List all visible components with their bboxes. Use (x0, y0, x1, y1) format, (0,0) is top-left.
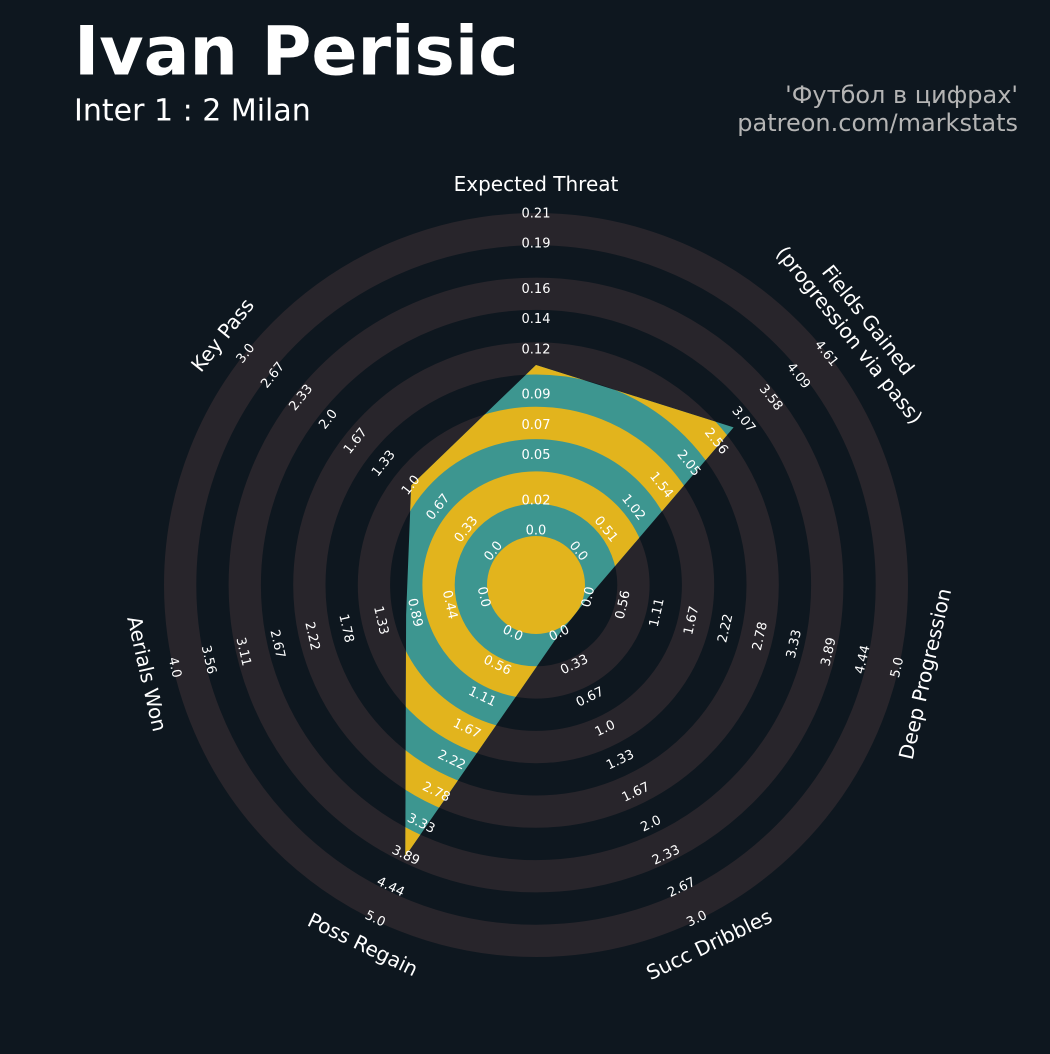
credit: patreon.com/markstats (737, 109, 1018, 137)
tick-label: 0.05 (522, 448, 551, 463)
ring-band (163, 212, 909, 958)
chart-subtitle: Inter 1 : 2 Milan (74, 94, 311, 129)
tick-label: 2.67 (267, 628, 288, 660)
tick-label: 0.07 (522, 418, 551, 433)
tick-label: 0.21 (522, 207, 551, 222)
ring-band (228, 277, 844, 893)
tick-label: 0.12 (522, 342, 551, 357)
tick-label: 0.56 (613, 589, 634, 621)
tick-label: 1.78 (335, 613, 356, 645)
ring-band (293, 342, 779, 828)
tick-label: 0.14 (522, 312, 551, 327)
tick-label: 0.19 (522, 237, 551, 252)
tick-label: 2.22 (715, 613, 736, 645)
param-label: Expected Threat (454, 172, 619, 196)
chart-title: Ivan Perisic (74, 13, 519, 92)
tick-label: 3.11 (233, 636, 254, 668)
tick-label: 5.0 (888, 656, 907, 680)
tick-label: 0.16 (522, 282, 551, 297)
tick-label: 1.33 (370, 605, 391, 637)
tick-label: 3.89 (819, 636, 840, 668)
tick-label: 0.44 (439, 589, 460, 621)
tick-label: 0.89 (404, 597, 425, 629)
tick-label: 4.0 (165, 656, 184, 680)
param-line: Expected Threat (454, 172, 619, 196)
tick-label: 0.0 (579, 585, 598, 609)
tick-label: 3.33 (784, 628, 805, 660)
tick-label: 0.09 (522, 388, 551, 403)
tick-label: 1.67 (681, 605, 702, 637)
tick-label: 2.22 (301, 620, 322, 652)
tick-label: 4.44 (853, 644, 874, 676)
tick-label: 0.0 (526, 524, 547, 539)
credit: 'Футбол в цифрах' (785, 81, 1018, 109)
tick-label: 3.56 (198, 644, 219, 676)
tick-label: 1.11 (647, 597, 668, 629)
tick-label: 0.0 (474, 585, 493, 609)
tick-label: 2.78 (750, 620, 771, 652)
tick-label: 0.02 (522, 493, 551, 508)
fill-center (487, 536, 585, 634)
